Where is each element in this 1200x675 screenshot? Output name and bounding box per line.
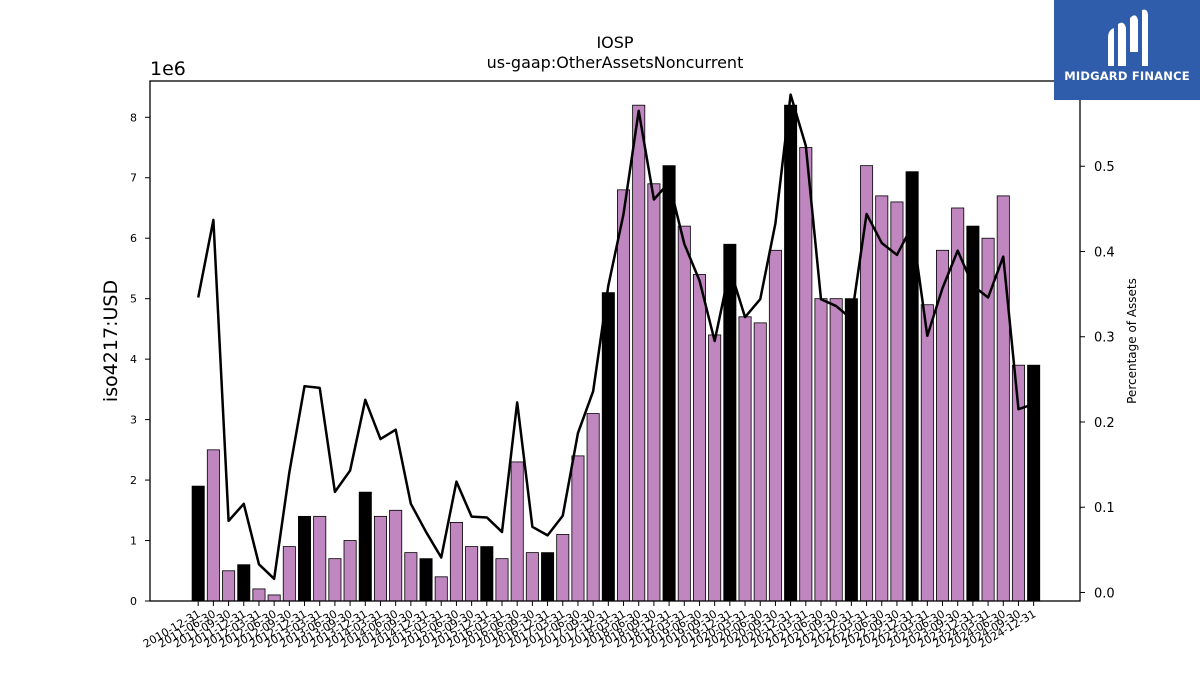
y-right-tick-label: 0.3 <box>1094 331 1115 346</box>
bar-2022-09-30 <box>890 201 904 602</box>
bar-2014-03-31 <box>373 515 387 602</box>
bar-2017-12-31 <box>601 292 615 602</box>
bar-2015-09-30 <box>465 546 479 602</box>
y-tick-label: 5 <box>130 293 137 306</box>
bar-2022-06-30 <box>875 195 889 602</box>
bar-2011-12-31 <box>237 564 251 602</box>
bar-2023-03-31 <box>920 304 934 602</box>
bar-2010-12-31 <box>191 485 205 602</box>
y-tick-label: 7 <box>130 172 137 185</box>
bar-2021-03-31 <box>799 147 813 602</box>
bar-2019-06-30 <box>692 274 706 602</box>
bar-2019-03-31 <box>677 225 691 602</box>
bar-2011-09-30 <box>222 570 236 602</box>
bar-2012-03-31 <box>252 588 266 602</box>
bar-2013-09-30 <box>343 540 357 602</box>
y-right-tick-label: 0.5 <box>1094 160 1115 175</box>
bar-2021-09-30 <box>829 298 843 602</box>
chart-subtitle: us-gaap:OtherAssetsNoncurrent <box>487 53 744 72</box>
y-right-tick-label: 0.4 <box>1094 245 1115 260</box>
bar-2019-12-31 <box>723 243 737 602</box>
bar-2020-03-31 <box>738 316 752 602</box>
bar-2020-06-30 <box>753 322 767 602</box>
bar-2013-06-30 <box>328 558 342 602</box>
bar-2015-06-30 <box>449 522 463 602</box>
chart-title: IOSP <box>596 33 633 52</box>
y-right-tick-label: 0.2 <box>1094 416 1115 431</box>
bar-2015-03-31 <box>434 576 448 602</box>
bar-2016-12-31 <box>541 552 555 602</box>
bar-2022-03-31 <box>860 165 874 602</box>
y-axis-label: iso4217:USD <box>100 280 122 402</box>
bar-2018-03-31 <box>617 189 631 602</box>
bar-2012-12-31 <box>298 515 312 602</box>
y-right-tick-label: 0.1 <box>1094 501 1115 516</box>
bar-2016-03-31 <box>495 558 509 602</box>
bar-2019-09-30 <box>708 334 722 602</box>
bar-2016-09-30 <box>525 552 539 602</box>
bar-2018-12-31 <box>662 165 676 602</box>
bar-2012-06-30 <box>267 594 281 602</box>
bar-2024-12-31 <box>1027 364 1041 602</box>
y-tick-label: 1 <box>130 535 137 548</box>
bar-2014-09-30 <box>404 552 418 602</box>
bar-2020-12-31 <box>784 104 798 602</box>
y-tick-label: 0 <box>130 595 137 608</box>
bar-2013-12-31 <box>358 491 372 602</box>
y-scale-label: 1e6 <box>150 58 186 80</box>
bar-2017-03-31 <box>556 534 570 602</box>
brand-logo: MIDGARD FINANCE <box>1054 0 1200 100</box>
plot-frame <box>149 80 1081 602</box>
bar-2020-09-30 <box>768 249 782 602</box>
bar-2018-09-30 <box>647 183 661 602</box>
y-tick-label: 8 <box>130 111 137 124</box>
bar-2021-06-30 <box>814 298 828 602</box>
y-tick-label: 3 <box>130 414 137 427</box>
logo-text: MIDGARD FINANCE <box>1064 69 1190 83</box>
bar-2017-06-30 <box>571 455 585 602</box>
y-tick-label: 2 <box>130 474 137 487</box>
y-tick-label: 4 <box>130 353 137 366</box>
y-tick-label: 6 <box>130 232 137 245</box>
bar-2015-12-31 <box>480 546 494 602</box>
bar-2018-06-30 <box>632 104 646 602</box>
bar-2016-06-30 <box>510 461 524 602</box>
percentage-line <box>196 93 1035 581</box>
bar-2012-09-30 <box>282 546 296 602</box>
bar-2013-03-31 <box>313 515 327 602</box>
bar-2023-12-31 <box>966 225 980 602</box>
bar-2011-06-30 <box>206 449 220 602</box>
logo-mark-icon <box>1108 9 1148 67</box>
bar-2017-09-30 <box>586 413 600 602</box>
bar-2014-12-31 <box>419 558 433 602</box>
bar-2014-06-30 <box>389 509 403 602</box>
bar-2021-12-31 <box>844 298 858 602</box>
y-axis-label-right: Percentage of Assets <box>1125 278 1139 404</box>
bar-2023-09-30 <box>951 207 965 602</box>
y-right-tick-label: 0.0 <box>1094 586 1115 601</box>
